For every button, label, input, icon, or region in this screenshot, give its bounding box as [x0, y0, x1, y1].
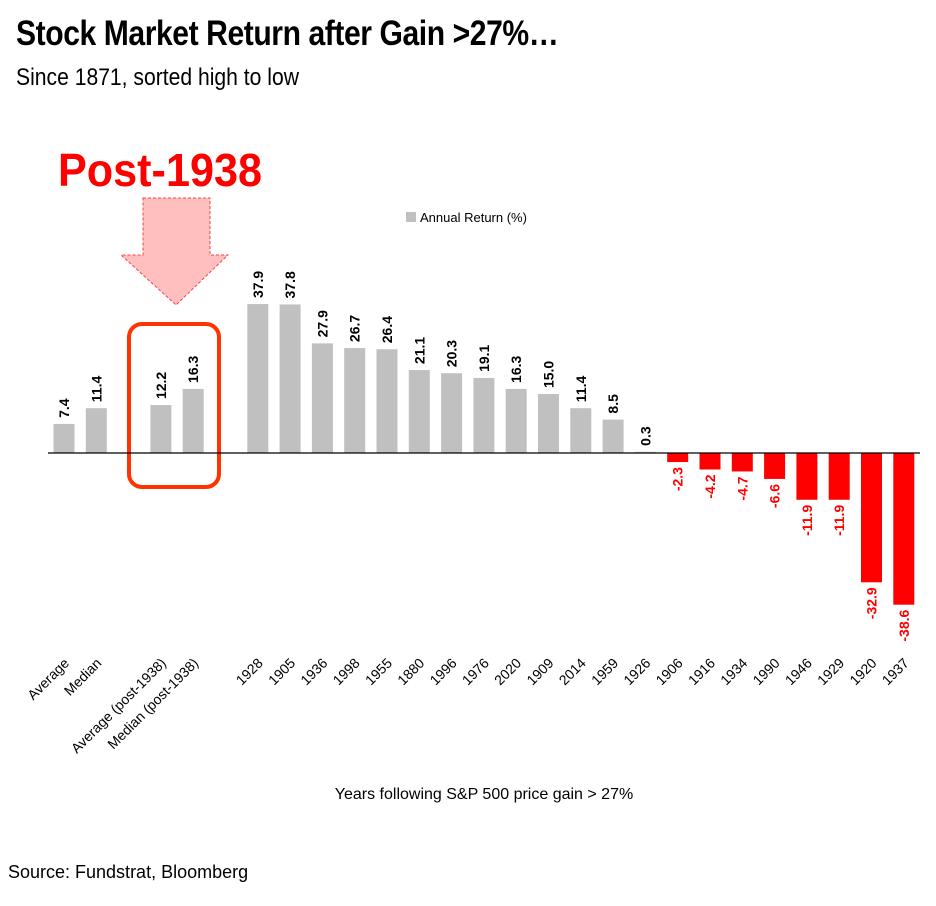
- data-label: -2.3: [670, 467, 686, 491]
- bar: [538, 394, 559, 453]
- bar: [150, 405, 172, 453]
- bar: [570, 408, 592, 453]
- data-label: -38.6: [896, 609, 912, 641]
- legend-label: Annual Return (%): [420, 210, 527, 225]
- bar: [376, 349, 398, 453]
- bar: [182, 388, 204, 453]
- bar: [861, 453, 882, 583]
- down-arrow-icon: [119, 197, 230, 306]
- bar: [441, 373, 463, 453]
- data-label: 27.9: [314, 310, 330, 337]
- x-tick-label: 1909: [523, 655, 556, 688]
- data-label: 21.1: [411, 337, 427, 364]
- x-tick-label: Average: [24, 655, 72, 703]
- data-label: -11.9: [799, 505, 815, 536]
- x-tick-label: 1955: [362, 655, 395, 688]
- bar: [53, 423, 75, 453]
- data-label: -11.9: [831, 505, 847, 536]
- chart-subtitle: Since 1871, sorted high to low: [16, 64, 299, 91]
- bar: [247, 304, 269, 453]
- bar: [311, 343, 333, 453]
- data-label: 19.1: [476, 344, 492, 371]
- post-1938-annotation: Post-1938: [58, 144, 262, 196]
- data-label: 16.3: [185, 355, 201, 382]
- bar: [731, 453, 753, 472]
- data-label: 15.0: [541, 361, 557, 388]
- source-note: Source: Fundstrat, Bloomberg: [8, 862, 249, 882]
- x-tick-label: 2014: [556, 655, 589, 688]
- data-label: 26.4: [379, 316, 395, 343]
- bar: [85, 408, 107, 453]
- x-tick-label: 1916: [685, 655, 718, 688]
- x-tick-label: 2020: [491, 655, 524, 688]
- bar: [408, 370, 430, 453]
- x-tick-label: 1928: [233, 655, 266, 688]
- legend: Annual Return (%): [406, 210, 527, 225]
- data-label: 26.7: [347, 315, 363, 342]
- data-label: 0.3: [637, 426, 653, 446]
- post-1938-highlight-box: [127, 322, 221, 489]
- x-axis-title: Years following S&P 500 price gain > 27%: [335, 786, 633, 803]
- data-label: -32.9: [864, 587, 880, 619]
- bar: [828, 453, 850, 500]
- bar: [473, 377, 495, 453]
- data-label: -6.6: [767, 484, 783, 508]
- bar: [667, 453, 689, 463]
- bar: [796, 453, 818, 500]
- x-tick-label: 1906: [652, 655, 685, 688]
- x-tick-label: 1929: [814, 655, 847, 688]
- x-tick-label: 1926: [620, 655, 653, 688]
- bar: [893, 453, 915, 605]
- data-label: 37.9: [250, 271, 266, 298]
- bar: [764, 453, 786, 479]
- x-tick-label: 1996: [426, 655, 459, 688]
- bar: [699, 453, 721, 470]
- bar: [344, 348, 366, 453]
- x-tick-label: 1905: [265, 655, 298, 688]
- data-label: -4.2: [702, 474, 718, 498]
- x-tick-label: 1990: [749, 655, 782, 688]
- x-tick-label: 1880: [394, 655, 427, 688]
- data-label: 8.5: [605, 394, 621, 414]
- x-tick-label: 1998: [329, 655, 362, 688]
- data-label: 16.3: [508, 355, 524, 382]
- bar: [505, 388, 527, 453]
- chart-title: Stock Market Return after Gain >27%…: [16, 14, 559, 53]
- x-tick-label: 1946: [782, 655, 815, 688]
- x-tick-label: 1976: [459, 655, 492, 688]
- bar: [279, 304, 301, 453]
- data-label: 11.4: [573, 376, 589, 403]
- x-tick-label: 1936: [297, 655, 330, 688]
- x-tick-label: 1934: [717, 655, 750, 688]
- data-label: 7.4: [56, 398, 72, 418]
- data-label: 12.2: [153, 372, 169, 399]
- data-label: -4.7: [734, 476, 750, 500]
- x-tick-label: 1937: [879, 655, 912, 688]
- x-tick-label: 1920: [846, 655, 879, 688]
- data-label: 11.4: [88, 376, 104, 403]
- data-label: 20.3: [444, 340, 460, 367]
- bar: [602, 419, 624, 453]
- x-tick-label: 1959: [588, 655, 621, 688]
- data-label: 37.8: [282, 271, 298, 298]
- legend-swatch: [406, 212, 416, 222]
